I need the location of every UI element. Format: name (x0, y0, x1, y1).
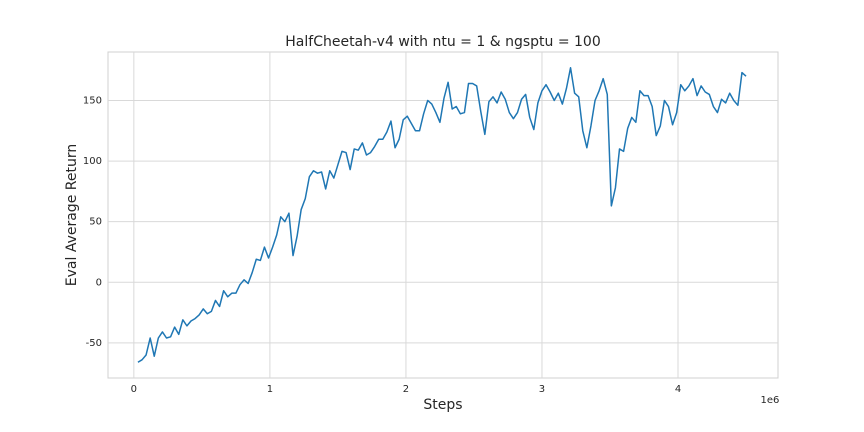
x-axis-label: Steps (423, 397, 462, 413)
x-offset-label: 1e6 (761, 395, 780, 406)
y-tick-label: 100 (83, 156, 102, 167)
x-tick-label: 0 (131, 384, 137, 395)
y-tick-label: -50 (86, 338, 102, 349)
x-tick-label: 1 (267, 384, 273, 395)
chart-title: HalfCheetah-v4 with ntu = 1 & ngsptu = 1… (285, 34, 600, 50)
y-tick-label: 50 (89, 217, 102, 228)
data-line (137, 67, 747, 363)
x-tick-label: 2 (403, 384, 409, 395)
y-axis-label: Eval Average Return (64, 144, 80, 286)
plot-area (107, 51, 779, 379)
x-tick-label: 3 (539, 384, 545, 395)
y-tick-label: 150 (83, 95, 102, 106)
y-tick-label: 0 (96, 277, 102, 288)
x-tick-label: 4 (675, 384, 681, 395)
